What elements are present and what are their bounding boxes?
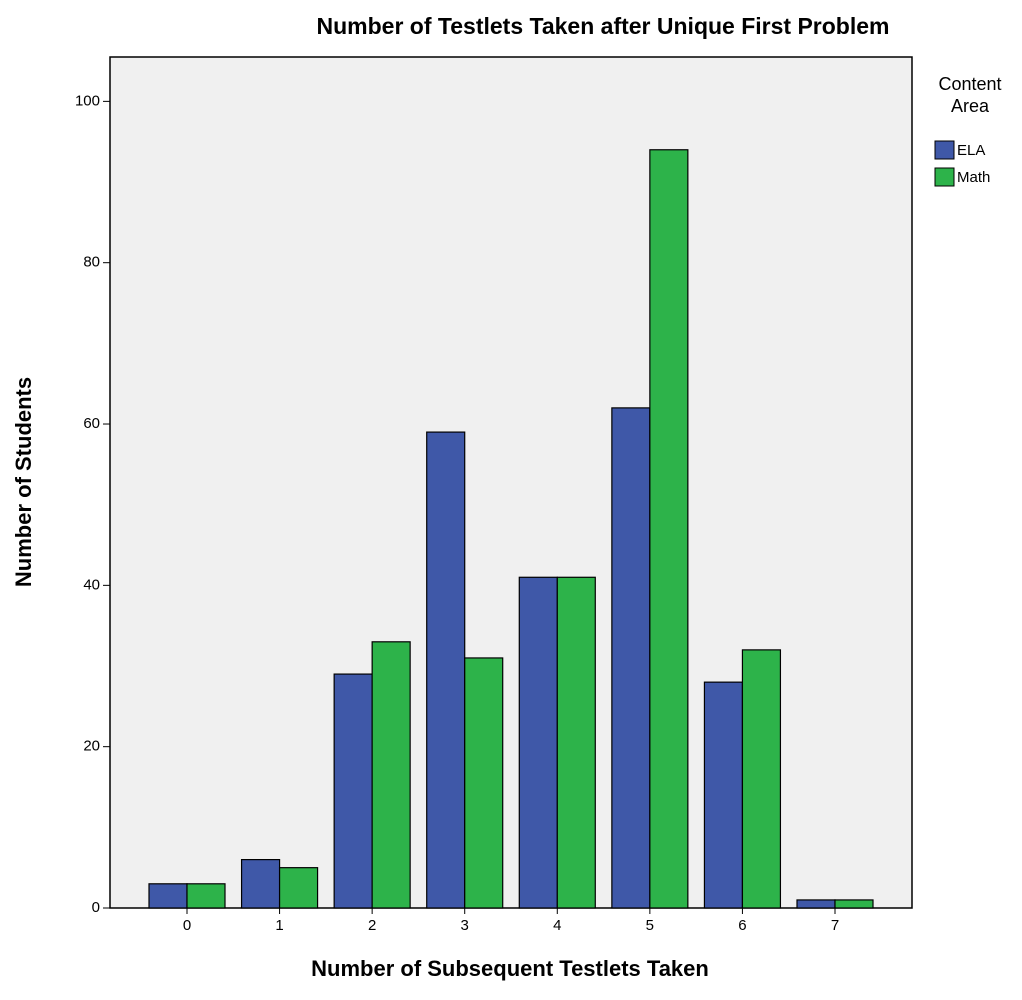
bar bbox=[278, 867, 319, 909]
y-tick-label: 100 bbox=[75, 92, 100, 109]
bar bbox=[556, 576, 596, 909]
bar bbox=[796, 899, 836, 909]
bar bbox=[611, 407, 651, 909]
bar bbox=[371, 641, 411, 909]
x-tick-label: 4 bbox=[553, 917, 561, 934]
bar bbox=[426, 431, 466, 909]
bar bbox=[240, 859, 281, 909]
chart-title: Number of Testlets Taken after Unique Fi… bbox=[317, 13, 890, 39]
legend-title: Content Area bbox=[938, 74, 1002, 116]
bar bbox=[649, 149, 689, 909]
y-tick-label: 0 bbox=[92, 899, 100, 916]
x-tick-label: 1 bbox=[275, 917, 283, 934]
bar bbox=[741, 649, 782, 909]
y-tick-label: 60 bbox=[83, 415, 100, 432]
bar bbox=[518, 576, 558, 909]
y-axis-label: Number of Students bbox=[11, 377, 36, 587]
bar bbox=[148, 883, 188, 909]
bar bbox=[464, 657, 504, 909]
legend-label: ELA bbox=[957, 142, 985, 159]
x-tick-label: 7 bbox=[831, 917, 839, 934]
bar bbox=[834, 899, 874, 909]
bar bbox=[333, 673, 373, 909]
plot-area bbox=[109, 56, 913, 909]
legend-swatch bbox=[934, 140, 955, 160]
y-tick-label: 20 bbox=[83, 738, 100, 755]
y-tick-label: 40 bbox=[83, 576, 100, 593]
x-tick-label: 5 bbox=[646, 917, 654, 934]
x-tick-label: 2 bbox=[368, 917, 376, 934]
x-tick-label: 6 bbox=[738, 917, 746, 934]
y-tick-label: 80 bbox=[83, 254, 100, 271]
x-tick-label: 0 bbox=[183, 917, 191, 934]
bar bbox=[186, 883, 226, 909]
x-tick-label: 3 bbox=[461, 917, 469, 934]
legend-swatch bbox=[934, 167, 955, 187]
x-axis-label: Number of Subsequent Testlets Taken bbox=[311, 956, 709, 981]
bar bbox=[703, 681, 744, 909]
legend-label: Math bbox=[957, 169, 990, 186]
